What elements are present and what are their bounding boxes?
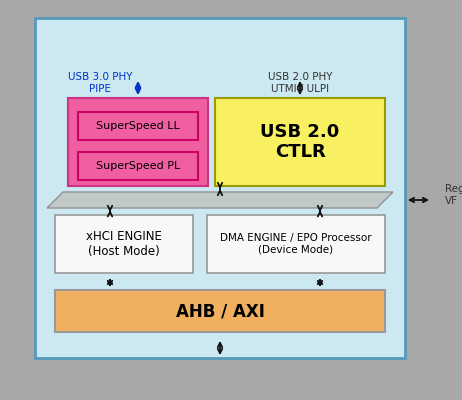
Text: USB 2.0
CTLR: USB 2.0 CTLR — [261, 122, 340, 161]
Bar — [55, 215, 193, 273]
Bar — [215, 98, 385, 186]
Bar — [35, 18, 405, 358]
Text: xHCI ENGINE
(Host Mode): xHCI ENGINE (Host Mode) — [86, 230, 162, 258]
Text: AHB / AXI: AHB / AXI — [176, 302, 264, 320]
Bar — [55, 290, 385, 332]
Text: DMA ENGINE / EPO Processor
(Device Mode): DMA ENGINE / EPO Processor (Device Mode) — [220, 233, 372, 255]
Bar — [78, 112, 198, 140]
Text: USB 3.0 PHY
PIPE: USB 3.0 PHY PIPE — [68, 72, 132, 94]
Text: USB 2.0 PHY
UTMI / ULPI: USB 2.0 PHY UTMI / ULPI — [268, 72, 332, 94]
Text: Register
VF: Register VF — [445, 184, 462, 206]
Polygon shape — [47, 192, 393, 208]
Bar — [78, 152, 198, 180]
Bar — [68, 98, 208, 186]
Text: SuperSpeed LL: SuperSpeed LL — [96, 121, 180, 131]
Bar — [207, 215, 385, 273]
Text: SuperSpeed PL: SuperSpeed PL — [96, 161, 180, 171]
